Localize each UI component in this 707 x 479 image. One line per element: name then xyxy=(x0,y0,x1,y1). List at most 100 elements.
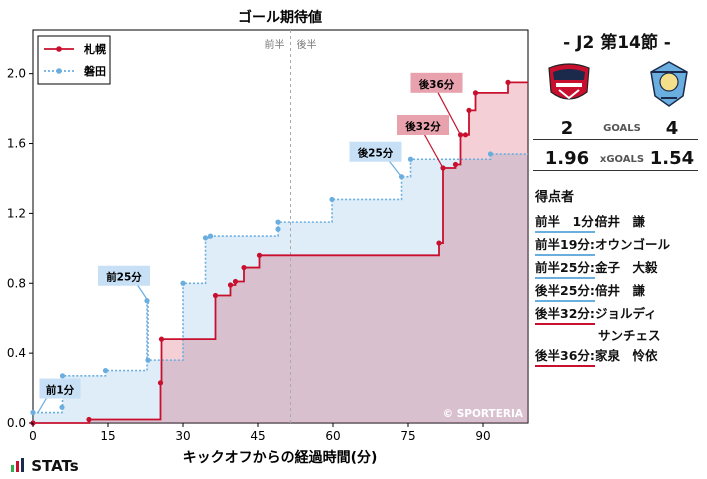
x-tick-label: 90 xyxy=(475,429,490,443)
plot-frame xyxy=(32,29,529,424)
annotation-leader xyxy=(422,131,444,169)
scorer-row: 前半 1分:倍井 謙 xyxy=(535,211,645,233)
goal-time: 後半36分: xyxy=(535,345,595,367)
goals-label: GOALS xyxy=(603,123,641,134)
sapporo-crest-icon xyxy=(548,63,590,100)
y-tick-label: 1.2 xyxy=(7,206,26,220)
x-tick-label: 75 xyxy=(400,429,415,443)
iwata-crest-icon xyxy=(650,61,688,107)
scorer-name: ジョルディ xyxy=(595,306,657,321)
x-tick-label: 60 xyxy=(325,429,340,443)
scorer-row: 前半19分:オウンゴール xyxy=(535,234,670,256)
data-point xyxy=(472,90,479,96)
annotation-label: 後32分 xyxy=(404,120,441,133)
away-xg: 1.54 xyxy=(649,148,695,169)
scorer-name: 家泉 怜依 xyxy=(595,348,658,363)
data-point xyxy=(180,280,186,286)
divider xyxy=(533,139,698,140)
scorer-name-line2: サンチェス xyxy=(598,328,661,343)
scorer-name: 倍井 謙 xyxy=(595,283,646,298)
annotation-label: 後25分 xyxy=(357,147,394,160)
data-point xyxy=(329,196,335,203)
scorer-row: 後半32分:ジョルディサンチェス xyxy=(535,303,661,344)
x-axis-label: キックオフからの経過時間(分) xyxy=(183,449,378,466)
x-tick-label: 15 xyxy=(100,429,115,443)
watermark: © SPORTERIA xyxy=(443,408,524,420)
data-point xyxy=(407,156,414,162)
data-point xyxy=(157,380,164,386)
series-area xyxy=(33,82,528,424)
xg-chart: ゴール期待値 前半 後半 0 15 30 45 60 75 90 0.0 0.4 0.8 1.2 1.6 2… xyxy=(7,9,529,466)
y-tick-label: 0.0 xyxy=(7,416,26,430)
y-tick-label: 0.4 xyxy=(7,346,26,360)
scorer-name: オウンゴール xyxy=(595,237,671,252)
divider xyxy=(533,170,698,171)
data-point xyxy=(452,161,459,168)
chart-title: ゴール期待値 xyxy=(238,9,322,26)
data-point xyxy=(102,368,109,374)
y-tick-label: 0.8 xyxy=(7,276,26,290)
goal-time: 前半 1分: xyxy=(535,211,599,233)
plot-area: 前半 後半 0 15 30 45 60 75 90 0.0 0.4 0.8 1.2 1.6 2.0 前1分 前2… xyxy=(7,29,529,443)
scorer-row: 後半36分:家泉 怜依 xyxy=(535,345,658,367)
annotation-box xyxy=(410,72,463,93)
series-area xyxy=(33,154,528,423)
scorer-row: 前半25分:金子 大毅 xyxy=(535,257,658,279)
data-point xyxy=(232,278,239,285)
goal-time: 前半25分: xyxy=(535,257,595,279)
data-point xyxy=(59,404,65,410)
data-point xyxy=(158,336,165,342)
x-tick-label: 30 xyxy=(175,429,190,443)
data-point xyxy=(466,107,472,113)
data-point xyxy=(505,79,511,85)
away-score: 4 xyxy=(665,118,679,139)
annotation-box xyxy=(39,378,81,399)
half-label-first: 前半 xyxy=(265,38,285,51)
xg-label: xGOALS xyxy=(599,154,645,165)
data-point xyxy=(144,298,150,304)
annotation-box xyxy=(98,265,150,286)
x-tick-label: 0 xyxy=(29,429,37,443)
data-point xyxy=(436,240,442,246)
legend-marker xyxy=(56,68,62,74)
scorer-name: 金子 大毅 xyxy=(595,260,658,275)
data-point xyxy=(462,132,469,138)
data-point xyxy=(30,409,36,416)
scorers-title: 得点者 xyxy=(535,190,575,205)
goal-time: 前半19分: xyxy=(535,234,595,256)
data-point xyxy=(207,233,214,239)
data-point xyxy=(227,282,234,288)
data-point xyxy=(59,373,66,379)
annotation-label: 前25分 xyxy=(106,271,142,284)
legend-label: 磐田 xyxy=(84,64,106,78)
annotation-label: 後36分 xyxy=(418,78,455,91)
scorer-name: 倍井 謙 xyxy=(595,214,646,229)
goal-time: 後半32分: xyxy=(535,303,595,325)
annotation-box xyxy=(397,114,449,135)
legend-label: 札幌 xyxy=(83,42,106,56)
data-point xyxy=(256,252,263,258)
annotation-leader xyxy=(435,89,462,136)
data-point xyxy=(241,264,247,271)
legend-box xyxy=(37,35,111,85)
stats-logo: STATs xyxy=(10,457,79,475)
data-point xyxy=(86,416,92,423)
data-point xyxy=(487,151,494,157)
y-tick-label: 2.0 xyxy=(7,67,26,81)
half-label-second: 後半 xyxy=(297,38,317,51)
data-point xyxy=(212,292,219,299)
data-point xyxy=(275,219,281,225)
goal-time: 後半25分: xyxy=(535,280,595,302)
home-score: 2 xyxy=(560,118,574,139)
legend-marker xyxy=(56,46,62,52)
brand-name: STATs xyxy=(31,457,79,475)
annotation-label: 前1分 xyxy=(46,384,75,397)
data-point xyxy=(275,226,281,232)
bar-chart-icon xyxy=(11,458,24,472)
y-tick-label: 1.6 xyxy=(7,137,26,151)
annotation-box xyxy=(349,141,402,162)
match-panel: - J2 第14節 - 2 GOALS 4 1.96 xGOALS 1.54 得… xyxy=(533,0,707,479)
scorer-row: 後半25分:倍井 謙 xyxy=(535,280,645,302)
data-point xyxy=(145,357,151,363)
